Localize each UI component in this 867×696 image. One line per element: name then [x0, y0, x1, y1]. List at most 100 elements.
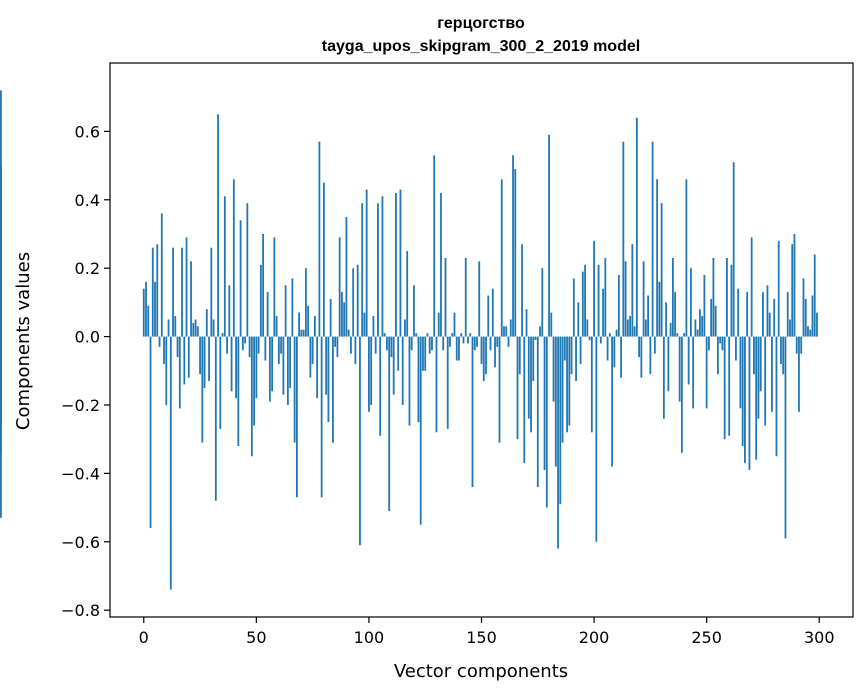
bar-129 — [433, 155, 436, 337]
bar-172 — [530, 336, 532, 433]
x-axis-ticks: 0 50 100 150 200 250 300 — [139, 617, 835, 647]
bar-299 — [816, 312, 818, 337]
bar-7 — [158, 336, 161, 347]
bar-68 — [295, 336, 298, 498]
y-tick-label: 0.0 — [75, 328, 100, 347]
bar-126 — [426, 333, 429, 337]
bar-75 — [311, 336, 314, 364]
bar-174 — [534, 336, 537, 340]
bar-17 — [181, 247, 183, 337]
bar-171 — [527, 336, 530, 419]
bar-193 — [577, 302, 580, 337]
bar-56 — [268, 336, 271, 402]
bar-61 — [280, 336, 283, 354]
bar-236 — [674, 292, 677, 337]
bar-192 — [575, 336, 577, 382]
bar-25 — [199, 336, 201, 375]
bar-93 — [352, 268, 355, 337]
bar-9 — [163, 336, 165, 364]
bar-151 — [482, 336, 485, 382]
bar-230 — [660, 203, 663, 337]
bar-294 — [804, 298, 807, 337]
bar-254 — [714, 305, 717, 337]
bar-20 — [187, 336, 190, 378]
bar-91 — [347, 329, 350, 337]
y-tick-label: −0.6 — [61, 533, 100, 552]
bar-133 — [442, 336, 445, 351]
bar-207 — [608, 333, 611, 337]
bar-108 — [386, 336, 388, 351]
bar-271 — [753, 336, 755, 375]
bar-226 — [651, 141, 654, 337]
bar-155 — [491, 288, 494, 337]
bar-166 — [516, 336, 519, 440]
bar-157 — [496, 336, 499, 347]
bar-65 — [289, 336, 292, 388]
bar-185 — [559, 336, 562, 505]
bar-14 — [174, 316, 177, 337]
bar-266 — [741, 336, 744, 447]
bar-183 — [554, 336, 557, 467]
bar-111 — [392, 336, 395, 395]
x-tick-label: 150 — [466, 628, 497, 647]
bar-182 — [552, 336, 555, 402]
bar-161 — [505, 326, 508, 337]
bar-70 — [300, 329, 303, 337]
bar-89 — [343, 302, 346, 337]
bar-3 — [149, 336, 152, 529]
chart-subtitle: tayga_upos_skipgram_300_2_2019 model — [322, 38, 640, 55]
bar-168 — [521, 244, 523, 337]
bar-255 — [717, 336, 719, 375]
bar-206 — [606, 336, 609, 361]
bar-50 — [255, 336, 258, 399]
bar-222 — [642, 261, 645, 337]
bar-10 — [165, 336, 168, 405]
bar-228 — [656, 179, 659, 337]
bar-232 — [665, 302, 668, 337]
bar-258 — [723, 336, 726, 440]
bar-105 — [379, 336, 382, 436]
bar-0 — [142, 288, 145, 337]
bar-118 — [408, 336, 411, 426]
bar-31 — [212, 319, 215, 337]
bar-48 — [250, 336, 253, 457]
bar-132 — [440, 192, 442, 337]
bar-164 — [512, 155, 514, 337]
y-axis-label: Components values — [13, 252, 34, 430]
bar-95 — [356, 264, 359, 337]
chart-title: герцогство — [437, 15, 525, 32]
bar-290 — [795, 336, 798, 354]
bar-162 — [507, 336, 510, 347]
bar-57 — [271, 336, 274, 392]
bar-261 — [730, 264, 733, 337]
bar-73 — [307, 305, 310, 337]
bar-103 — [374, 336, 377, 354]
bar-97 — [361, 203, 364, 337]
bar-167 — [518, 336, 521, 375]
bar-11 — [167, 319, 170, 337]
bar-283 — [780, 336, 782, 364]
bar-363 — [0, 336, 2, 518]
bar-85 — [334, 336, 337, 347]
bar-119 — [410, 336, 413, 351]
bar-234 — [669, 322, 672, 337]
bar-19 — [185, 237, 188, 337]
bar-202 — [597, 264, 600, 337]
bar-123 — [419, 336, 422, 525]
bar-210 — [615, 329, 618, 337]
bar-60 — [277, 336, 280, 364]
bar-44 — [241, 336, 244, 351]
bar-223 — [644, 319, 647, 337]
bar-158 — [498, 336, 501, 443]
bar-101 — [370, 336, 373, 405]
bar-214 — [624, 261, 627, 337]
bar-99 — [365, 189, 368, 337]
bar-138 — [453, 312, 456, 337]
bar-208 — [611, 336, 613, 467]
y-tick-label: −0.4 — [61, 464, 100, 483]
bar-273 — [757, 336, 760, 419]
bar-252 — [710, 298, 713, 337]
bar-104 — [377, 203, 379, 337]
bar-51 — [257, 336, 260, 354]
